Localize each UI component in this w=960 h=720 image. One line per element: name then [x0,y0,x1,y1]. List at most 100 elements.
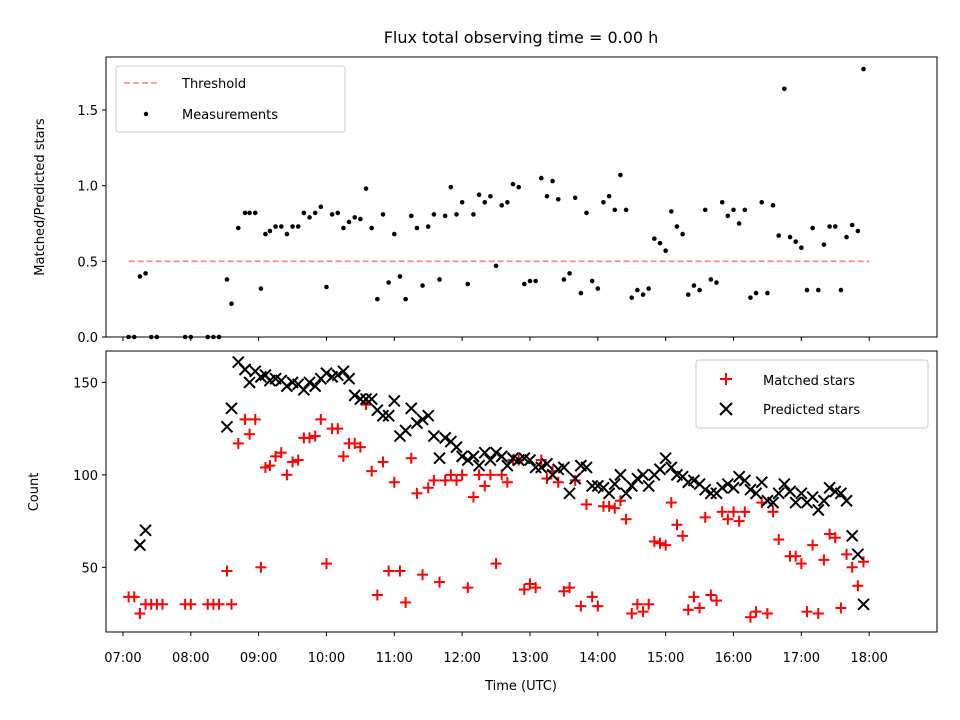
matched-star-point [309,430,321,442]
predicted-star-point [563,487,576,500]
predicted-star-point [783,485,797,498]
measurement-point [736,221,742,226]
matched-star-point [626,608,638,620]
measurement-point [691,283,697,288]
matched-star-point [592,600,604,612]
measurement-point [247,210,252,216]
predicted-star-point [823,481,836,495]
measurement-point [143,271,148,276]
predicted-mark-b [665,461,678,474]
measurement-point [663,248,668,254]
predicted-mark-b [523,453,537,467]
figure-title: Flux total observing time = 0.00 h [384,28,659,47]
measurement-point [295,224,301,229]
measurement-point [708,277,714,282]
measurement-point [725,213,731,219]
measurement-point [815,287,821,293]
top-y-tick-label: 1.5 [77,104,98,119]
predicted-mark-b [772,487,785,500]
matched-star-point [366,465,378,477]
predicted-star-point [410,416,424,430]
measurement-point [341,225,346,231]
measurement-point [431,212,437,217]
predicted-star-point [557,461,571,474]
predicted-star-point [738,474,752,487]
measurement-point [550,178,555,184]
predicted-mark-b [365,392,378,406]
measurement-point [782,86,787,92]
x-tick-label: 15:00 [647,651,684,666]
measurement-point [861,66,866,72]
measurement-point [618,172,623,178]
predicted-star-point [382,409,395,422]
predicted-mark-b [755,476,768,489]
measurement-point [252,210,258,216]
predicted-mark-b [795,487,808,500]
measurement-point [369,225,374,231]
predicted-mark-b [687,474,701,487]
measurement-point [335,210,341,216]
matched-star-point [733,515,745,527]
top-y-tick-label: 1.0 [77,180,98,195]
measurement-point [533,278,538,284]
x-tick-label: 09:00 [240,651,277,666]
matched-star-point [281,469,293,481]
measurement-point [561,277,567,282]
predicted-star-point [467,450,480,463]
predicted-mark-b [642,479,655,493]
matched-star-point [812,608,824,620]
predicted-mark-b [529,461,542,474]
predicted-mark-b [232,355,245,369]
measurement-point [629,295,635,300]
predicted-mark-b [778,477,791,491]
predicted-mark-b [506,452,520,465]
predicted-mark-b [472,459,486,472]
matched-star-point [383,565,395,577]
predicted-star-point [297,383,311,397]
predicted-star-point [523,453,537,467]
matched-star-point [552,476,564,488]
measurement-point [465,281,471,287]
matched-star-point [671,519,683,531]
bottom-plot-frame [105,350,938,633]
predicted-star-point [772,487,785,500]
measurement-point [555,196,561,202]
matched-star-point [304,432,316,444]
predicted-star-point [139,524,152,537]
measurement-point [290,224,295,229]
measurement-point [601,199,606,205]
x-tick-label: 07:00 [104,651,141,666]
predicted-star-point [817,494,831,507]
measurement-point [702,207,708,213]
predicted-star-point [840,494,853,507]
predicted-star-point [501,459,514,472]
predicted-mark-b [243,376,256,389]
predicted-mark-b [789,496,802,509]
bottom-y-tick-label: 150 [73,376,98,391]
predicted-mark-b [580,461,593,474]
predicted-star-point [450,440,463,454]
measurement-point [312,210,318,216]
predicted-star-point [699,483,712,496]
matched-star-point [586,591,598,603]
measurement-point [267,228,273,234]
predicted-star-point [665,461,678,474]
measurement-point [258,286,264,291]
predicted-mark-b [139,524,152,537]
measurement-point [669,209,674,214]
predicted-mark-b [563,487,576,500]
measurement-point [442,213,448,219]
x-tick-label: 17:00 [783,651,820,666]
predicted-star-point [388,394,401,408]
measurement-point [263,231,268,237]
predicted-star-point [585,479,599,493]
predicted-mark-b [636,468,650,482]
matched-star-point [292,454,304,466]
predicted-mark-b [342,372,356,385]
predicted-star-point [359,392,373,406]
matched-star-point [456,469,468,481]
measurement-point [235,225,241,231]
predicted-mark-b [422,409,435,422]
measurement-point [770,203,776,208]
